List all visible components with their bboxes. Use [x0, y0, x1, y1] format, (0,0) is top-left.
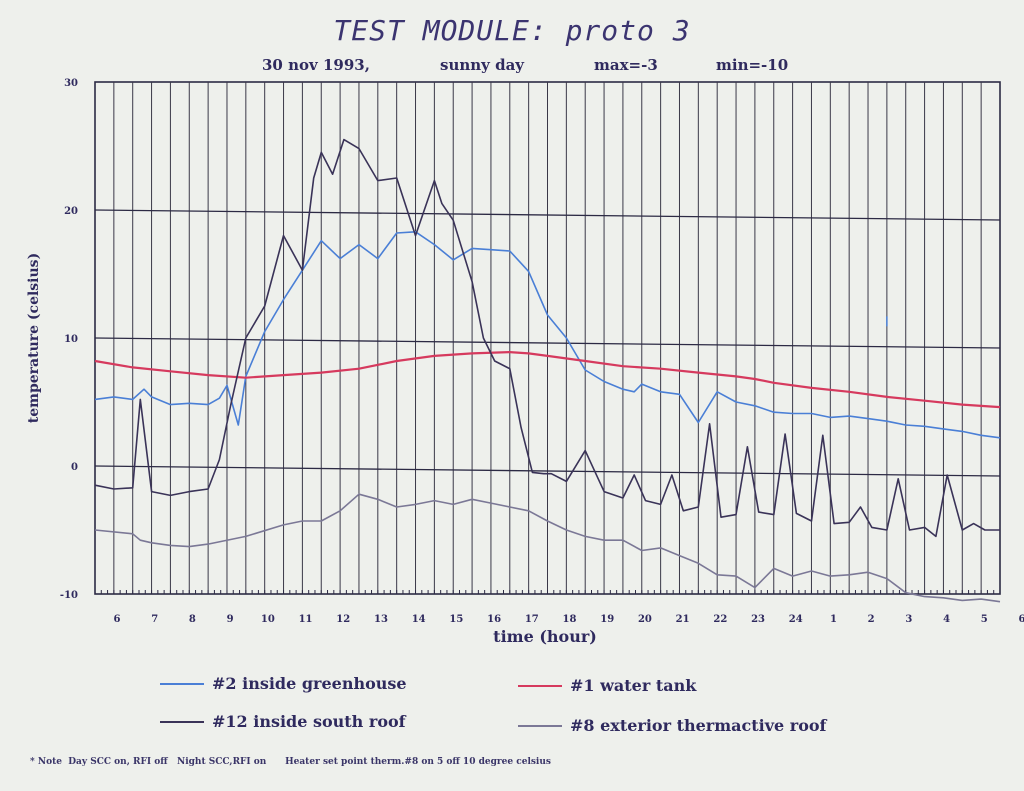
- legend-swatch-greenhouse: [160, 682, 204, 685]
- y-axis-title: temperature (celsius): [26, 253, 42, 423]
- legend-label-greenhouse: #2 inside greenhouse: [212, 674, 407, 693]
- series-line-south-roof: [94, 138, 1000, 538]
- y-tick-label: 0: [71, 462, 78, 473]
- x-tick-label: 7: [151, 614, 158, 625]
- subtitle-date: 30 nov 1993,: [262, 56, 370, 74]
- subtitle-min: min=-10: [716, 56, 789, 74]
- legend-label-water-tank: #1 water tank: [570, 676, 697, 695]
- legend-item-exterior-roof: #8 exterior thermactive roof: [518, 716, 826, 735]
- x-tick-label: 21: [676, 614, 690, 625]
- x-tick-label: 23: [751, 614, 765, 625]
- x-tick-label: 5: [981, 614, 988, 625]
- x-tick-label: 9: [227, 614, 234, 625]
- x-tick-label: 16: [487, 614, 501, 625]
- x-tick-label: 11: [299, 614, 313, 625]
- x-tick-label: 20: [638, 614, 652, 625]
- x-tick-label: 3: [905, 614, 912, 625]
- x-axis-title: time (hour): [493, 627, 597, 646]
- x-tick-label: 4: [943, 614, 950, 625]
- x-tick-label: 1: [830, 614, 837, 625]
- legend-swatch-south-roof: [160, 720, 204, 723]
- legend-item-water-tank: #1 water tank: [518, 676, 696, 695]
- chart-title: TEST MODULE: proto 3: [333, 14, 691, 47]
- x-tick-label: 2: [868, 614, 875, 625]
- legend-swatch-exterior-roof: [518, 724, 562, 727]
- series-line-water-tank: [94, 351, 1001, 409]
- legend-swatch-water-tank: [518, 684, 562, 687]
- footnote: * Note Day SCC on, RFI off Night SCC,RFI…: [30, 757, 551, 767]
- x-tick-label: 22: [713, 614, 727, 625]
- grid-line-horizontal: [94, 465, 1001, 477]
- x-tick-label: 18: [563, 614, 577, 625]
- x-tick-label: 6: [114, 614, 121, 625]
- x-tick-label: 6: [1019, 614, 1024, 625]
- series-line-greenhouse: [94, 231, 1001, 439]
- x-tick-label: 13: [374, 614, 388, 625]
- legend-item-greenhouse: #2 inside greenhouse: [160, 674, 407, 693]
- y-tick-label: 20: [64, 206, 78, 217]
- y-tick-label: 10: [64, 334, 78, 345]
- x-tick-label: 12: [336, 614, 350, 625]
- subtitle-weather: sunny day: [440, 56, 525, 74]
- x-tick-label: 14: [412, 614, 426, 625]
- x-tick-label: 15: [449, 614, 463, 625]
- x-tick-label: 8: [189, 614, 196, 625]
- x-tick-label: 19: [600, 614, 614, 625]
- x-tick-label: 10: [261, 614, 275, 625]
- series-line-exterior-roof: [94, 493, 1001, 603]
- x-tick-label: 17: [525, 614, 539, 625]
- y-tick-label: -10: [60, 590, 78, 601]
- legend-label-exterior-roof: #8 exterior thermactive roof: [570, 716, 827, 735]
- x-tick-label: 24: [789, 614, 803, 625]
- legend-item-south-roof: #12 inside south roof: [160, 712, 406, 731]
- grid-line-horizontal: [94, 209, 1001, 221]
- subtitle-max: max=-3: [594, 56, 658, 74]
- legend-label-south-roof: #12 inside south roof: [212, 712, 406, 731]
- y-tick-label: 30: [64, 78, 78, 89]
